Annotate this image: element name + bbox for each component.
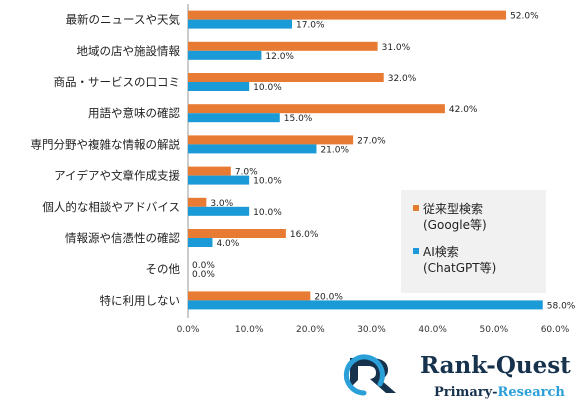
bar-ai-search <box>188 50 262 60</box>
category-label: 地域の店や施設情報 <box>77 44 181 58</box>
brand-tagline: Primary-Research <box>434 385 565 400</box>
legend-label-search-engine: 従来型検索(Google等) <box>423 202 487 232</box>
category-label: 用語や意味の確認 <box>88 106 180 120</box>
data-label: 58.0% <box>547 301 576 311</box>
bars <box>188 10 543 310</box>
category-label: その他 <box>146 262 181 276</box>
bar-ai-search <box>188 238 213 247</box>
bar-ai-search <box>188 113 280 123</box>
data-label: 0.0% <box>192 261 215 271</box>
bar-search-engine <box>188 197 207 207</box>
category-label: 特に利用しない <box>100 293 181 307</box>
bar-ai-search <box>188 144 317 154</box>
data-label: 10.0% <box>253 177 282 187</box>
data-label: 12.0% <box>265 52 294 62</box>
category-label: アイデアや文章作成支援 <box>54 169 180 183</box>
bar-ai-search <box>188 19 292 29</box>
category-label: 専門分野や複雑な情報の解説 <box>31 137 181 151</box>
bar-ai-search <box>188 175 250 185</box>
rq-emblem-icon <box>343 354 396 396</box>
x-tick-label: 40.0% <box>418 325 447 335</box>
data-label: 4.0% <box>216 239 239 249</box>
bar-search-engine <box>188 104 445 114</box>
legend-label-ai-search: AI検索(ChatGPT等) <box>423 245 496 275</box>
x-tick-label: 10.0% <box>235 325 264 335</box>
legend-swatch-search-engine <box>413 205 419 211</box>
legend-box <box>401 190 546 293</box>
bar-search-engine <box>188 229 286 238</box>
data-label: 3.0% <box>210 199 233 209</box>
category-label: 個人的な相談やアドバイス <box>42 200 180 214</box>
bar-ai-search <box>188 206 250 216</box>
legend-swatch-ai-search <box>413 248 419 254</box>
bar-search-engine <box>188 10 507 20</box>
data-label: 21.0% <box>320 145 349 155</box>
data-label: 16.0% <box>290 230 319 240</box>
labels: 0.0% 10.0% 20.0% 30.0% 40.0% 50.0% 60.0% 最新のニュー… <box>31 12 576 335</box>
data-label: 42.0% <box>449 105 478 115</box>
data-label: 17.0% <box>296 21 325 31</box>
data-label: 0.0% <box>192 270 215 280</box>
brand-tagline-research: Research <box>498 385 566 400</box>
rank-quest-logo: Rank-Quest Primary-Research <box>343 352 571 400</box>
bar-ai-search <box>188 300 543 310</box>
data-label: 20.0% <box>314 292 343 302</box>
x-tick-label: 60.0% <box>541 325 570 335</box>
data-label: 27.0% <box>357 136 386 146</box>
x-tick-label: 0.0% <box>177 325 200 335</box>
bar-search-engine <box>188 166 231 176</box>
data-label: 7.0% <box>235 168 258 178</box>
category-label: 情報源や信憑性の確認 <box>65 231 180 245</box>
x-tick-label: 20.0% <box>296 325 325 335</box>
bar-ai-search <box>188 82 250 91</box>
brand-name: Rank-Quest <box>420 352 571 379</box>
data-label: 10.0% <box>253 208 282 218</box>
x-tick-label: 30.0% <box>357 325 386 335</box>
brand-tagline-primary: Primary- <box>434 385 498 400</box>
x-tick-label: 50.0% <box>480 325 509 335</box>
data-label: 52.0% <box>510 12 539 22</box>
legend: 従来型検索(Google等) AI検索(ChatGPT等) <box>401 190 546 293</box>
bar-search-engine <box>188 41 378 51</box>
data-label: 10.0% <box>253 83 282 93</box>
data-label: 32.0% <box>388 74 417 84</box>
bar-search-engine <box>188 73 384 82</box>
data-label: 15.0% <box>284 114 313 124</box>
category-label: 最新のニュースや天気 <box>66 13 181 27</box>
bar-search-engine <box>188 291 311 301</box>
bar-search-engine <box>188 135 354 145</box>
data-label: 31.0% <box>382 43 411 53</box>
category-label: 商品・サービスの口コミ <box>54 75 181 89</box>
